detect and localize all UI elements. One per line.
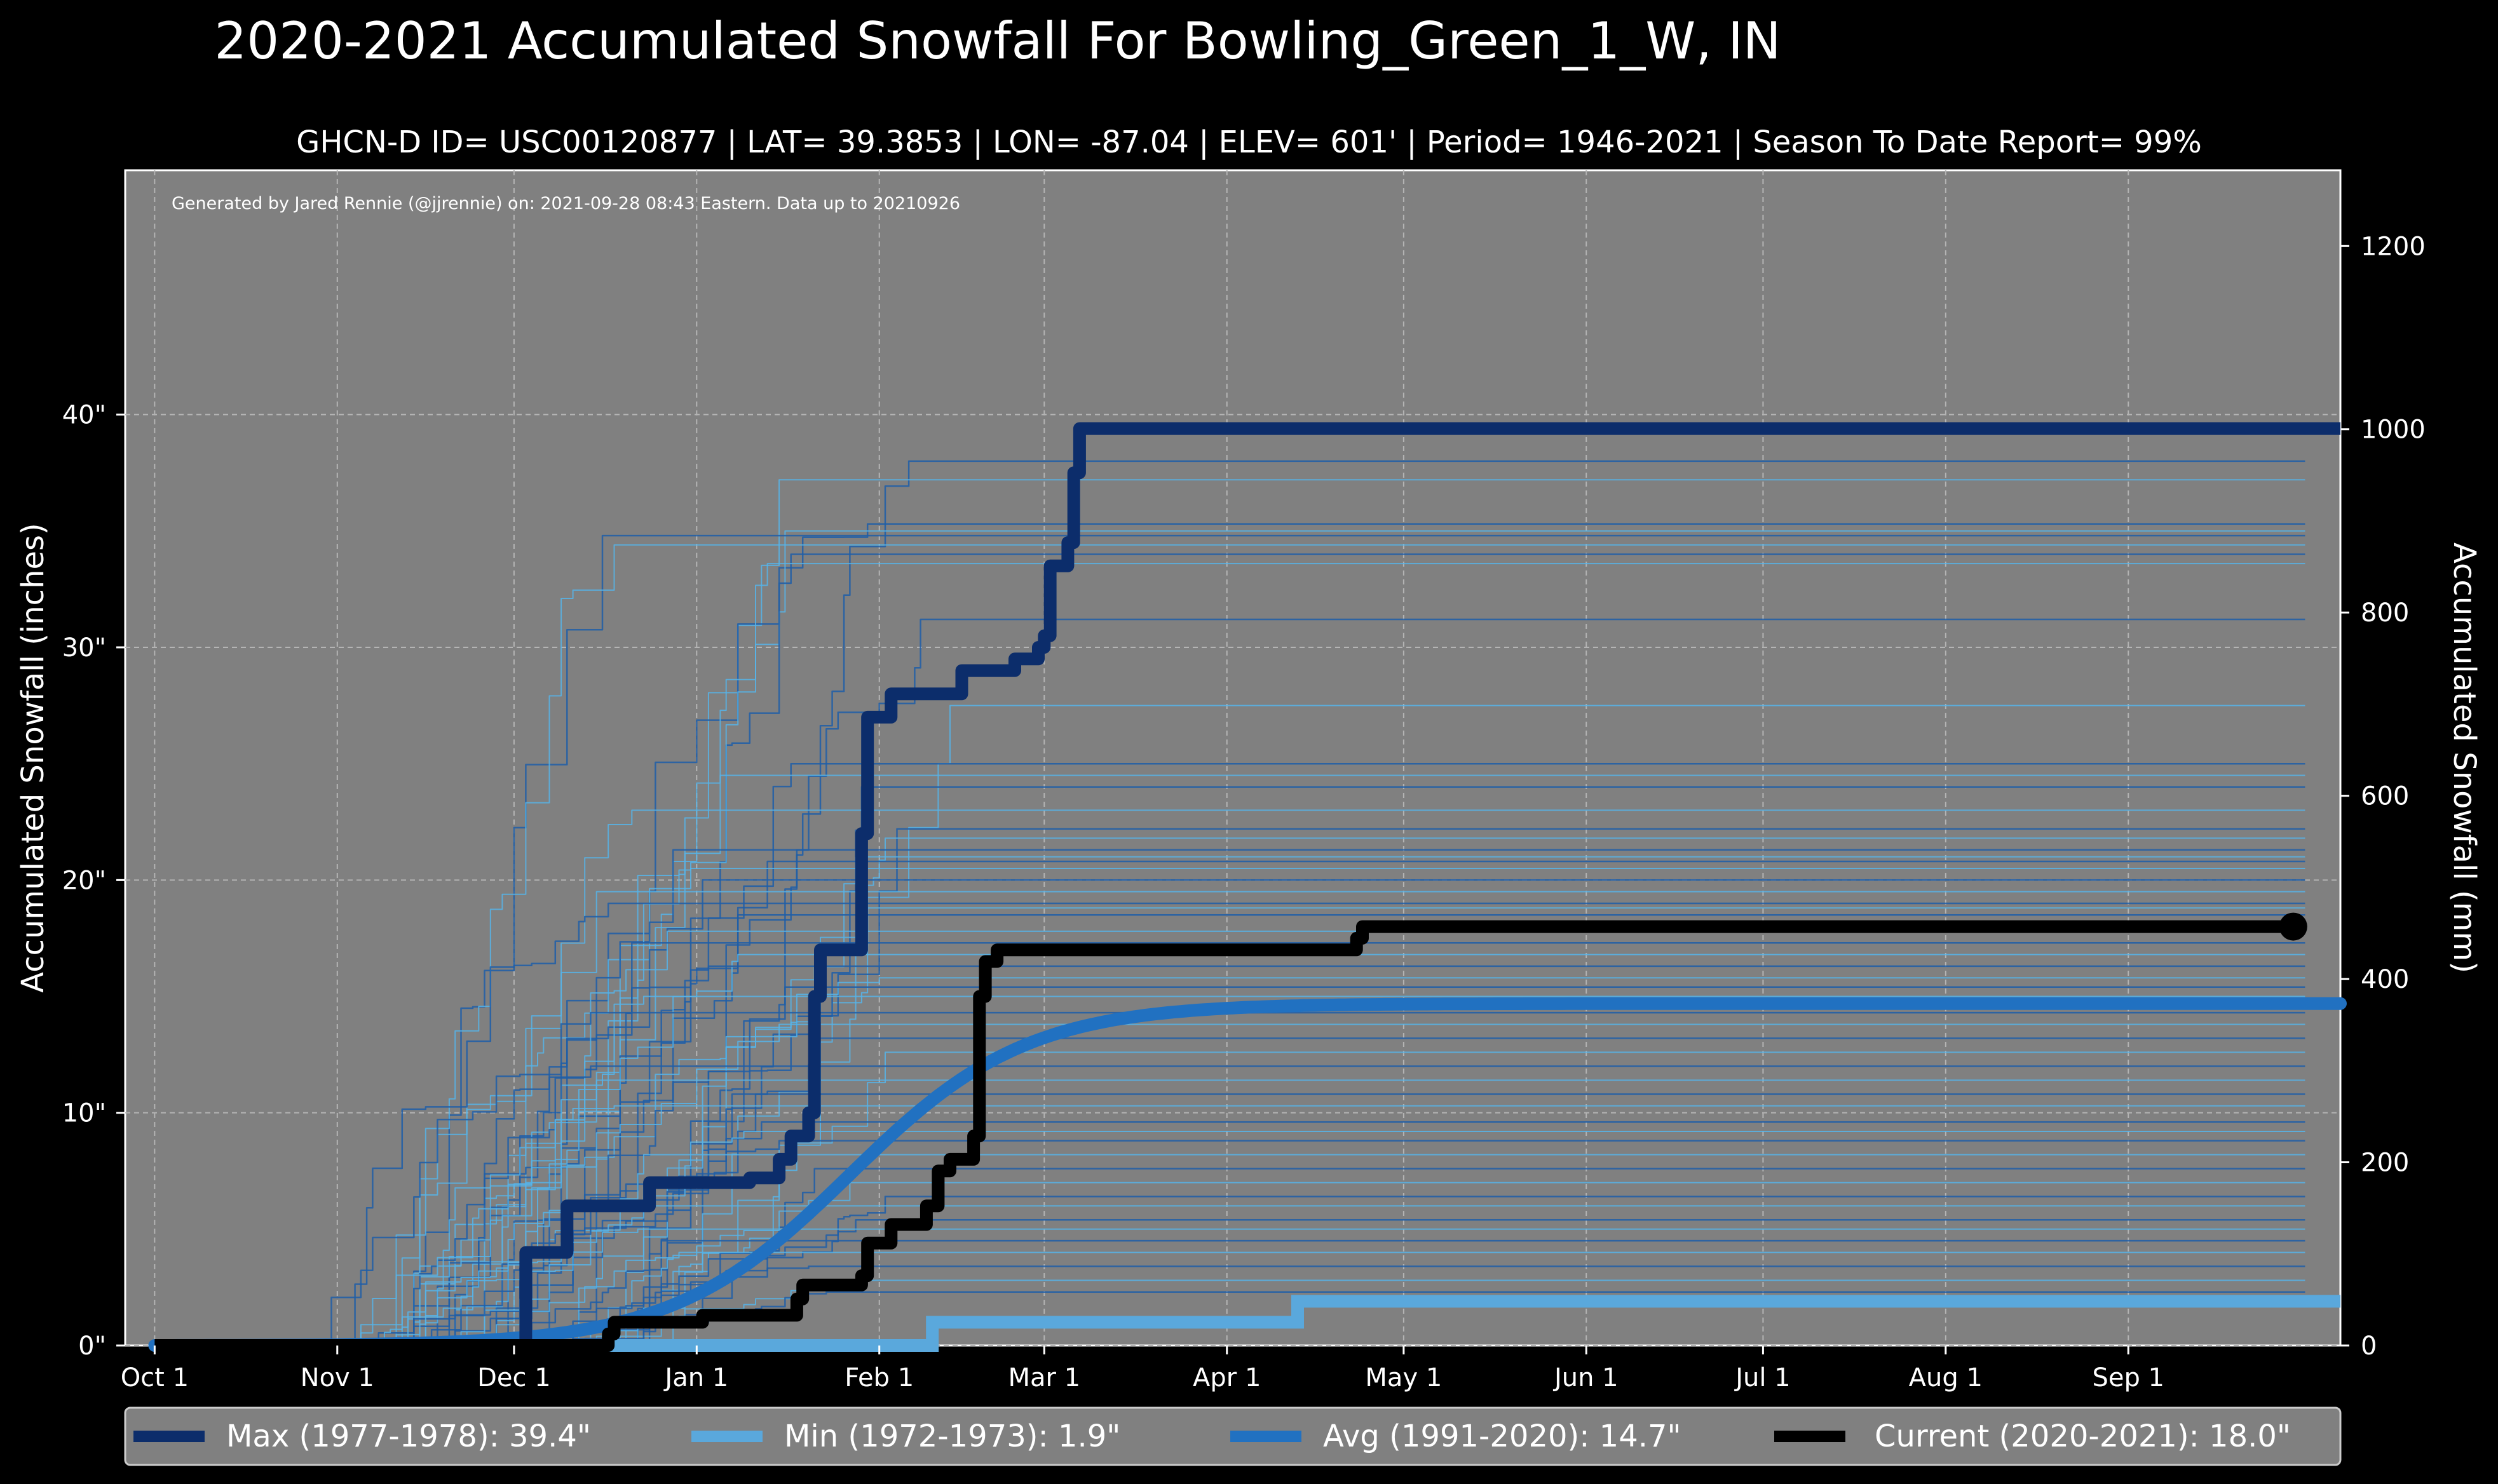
- historical-season-line: [154, 809, 2305, 1346]
- historical-season-line: [154, 1011, 2305, 1347]
- chart-title: 2020-2021 Accumulated Snowfall For Bowli…: [214, 11, 1781, 71]
- y-tick-label: 40": [62, 401, 106, 430]
- x-tick-label: Feb 1: [845, 1363, 914, 1393]
- series-current-endpoint: [2279, 912, 2307, 941]
- historical-season-line: [154, 544, 2305, 1346]
- main-series: [148, 422, 2347, 1352]
- plot-area: [124, 169, 2342, 1347]
- historical-season-line: [154, 902, 2305, 1347]
- y2-tick-label: 1000: [2361, 415, 2426, 445]
- x-tick-label: Apr 1: [1193, 1363, 1261, 1393]
- historical-season-line: [154, 563, 2305, 1346]
- y2-tick-label: 600: [2361, 782, 2409, 811]
- y-tick-label: 30": [62, 633, 106, 663]
- historical-season-line: [154, 860, 2305, 1347]
- y2-tick-label: 0: [2361, 1332, 2377, 1361]
- y2-tick-label: 200: [2361, 1149, 2409, 1178]
- x-tick-label: Mar 1: [1008, 1363, 1080, 1393]
- axes: Oct 1 Nov 1 Dec 1 Jan 1 Feb 1 Mar 1 Apr 1 May 1…: [62, 232, 2426, 1393]
- series-min-line: [154, 1295, 2340, 1352]
- historical-season-line: [154, 1205, 2305, 1346]
- historical-season-line: [154, 1121, 2305, 1347]
- historical-season-line: [154, 1079, 2305, 1346]
- x-tick-label: Oct 1: [121, 1363, 189, 1393]
- historical-season-line: [154, 986, 2305, 1347]
- x-tick-label: Jul 1: [1734, 1363, 1790, 1393]
- series-avg-line: [148, 997, 2347, 1352]
- legend-label-avg: Avg (1991-2020): 14.7": [1323, 1419, 1681, 1454]
- legend-label-max: Max (1977-1978): 39.4": [226, 1419, 591, 1454]
- y2-tick-label: 1200: [2361, 232, 2426, 261]
- historical-season-line: [154, 523, 2305, 1347]
- y2-axis-title: Accumulated Snowfall (mm): [2447, 543, 2482, 973]
- x-tick-label: Jun 1: [1552, 1363, 1619, 1393]
- historical-season-line: [154, 977, 2305, 1346]
- series-max-line: [154, 422, 2340, 1352]
- y2-tick-label: 800: [2361, 598, 2409, 628]
- x-tick-label: Sep 1: [2092, 1363, 2164, 1393]
- x-tick-label: Jan 1: [663, 1363, 728, 1393]
- y-tick-label: 10": [62, 1099, 106, 1128]
- x-tick-label: Dec 1: [477, 1363, 551, 1393]
- historical-season-line: [154, 1105, 2305, 1346]
- x-tick-label: Aug 1: [1909, 1363, 1983, 1393]
- legend-label-min: Min (1972-1973): 1.9": [784, 1419, 1120, 1454]
- legend-label-current: Current (2020-2021): 18.0": [1875, 1419, 2291, 1454]
- historical-season-line: [154, 1228, 2305, 1346]
- x-tick-label: Nov 1: [301, 1363, 374, 1393]
- chart-subtitle: GHCN-D ID= USC00120877 | LAT= 39.3853 | …: [296, 125, 2202, 160]
- historical-season-line: [154, 1065, 2305, 1347]
- y-axis-title: Accumulated Snowfall (inches): [15, 523, 51, 993]
- historical-season-line: [154, 1140, 2305, 1347]
- y-tick-label: 0": [78, 1332, 106, 1361]
- x-tick-label: May 1: [1365, 1363, 1442, 1393]
- historical-season-line: [154, 891, 2305, 1346]
- y-tick-label: 20": [62, 866, 106, 895]
- credit-text: Generated by Jared Rennie (@jjrennie) on…: [172, 194, 960, 213]
- series-current-line: [154, 920, 2293, 1352]
- y2-tick-label: 400: [2361, 965, 2409, 994]
- historical-season-line: [154, 553, 2305, 1347]
- legend: Max (1977-1978): 39.4" Min (1972-1973): …: [124, 1406, 2342, 1466]
